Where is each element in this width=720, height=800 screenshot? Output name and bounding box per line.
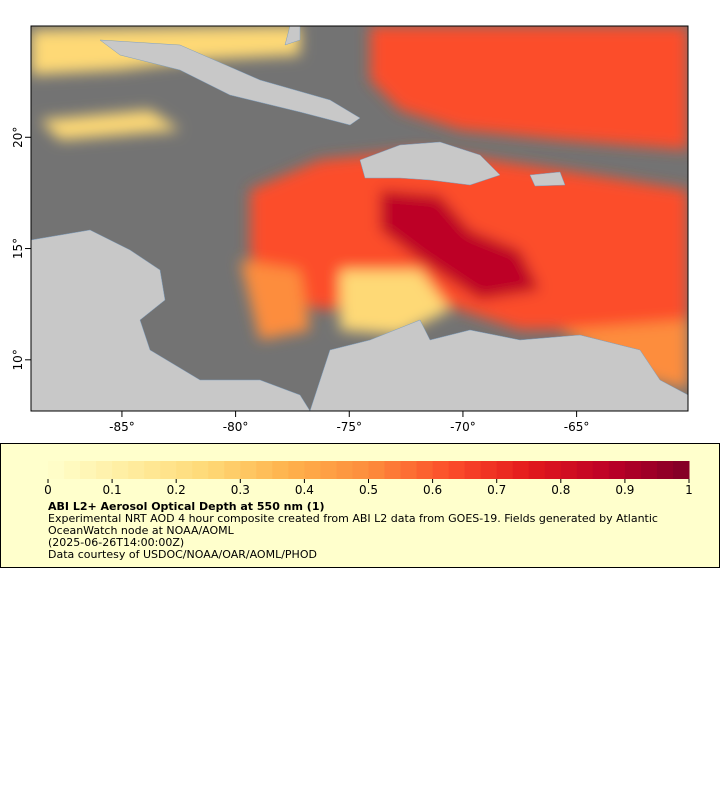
colorbar-tick-label: 0.3 — [231, 483, 250, 497]
colorbar: 0 0.1 0.2 0.3 0.4 0.5 0.6 0.7 0.8 0.9 1 — [44, 461, 693, 497]
colorbar-cell — [336, 461, 353, 479]
colorbar-cell — [384, 461, 402, 479]
legend-description: Experimental NRT AOD 4 hour composite cr… — [48, 512, 658, 537]
colorbar-cell — [672, 461, 690, 479]
map: -85° -80° -75° -70° -65° 10° 15° 20° — [11, 25, 689, 434]
colorbar-cell — [368, 461, 386, 479]
colorbar-cell — [112, 461, 129, 479]
legend-title: ABI L2+ Aerosol Optical Depth at 550 nm … — [48, 500, 325, 513]
colorbar-cell — [416, 461, 434, 479]
colorbar-tick-label: 0.1 — [103, 483, 122, 497]
colorbar-tick-label: 0.6 — [423, 483, 442, 497]
colorbar-tick-label: 0.9 — [615, 483, 634, 497]
x-tick-label: -85° — [109, 420, 135, 434]
colorbar-cell — [272, 461, 289, 479]
y-tick-label: 10° — [11, 349, 25, 370]
colorbar-cell — [256, 461, 273, 479]
colorbar-cell — [432, 461, 450, 479]
colorbar-cell — [592, 461, 610, 479]
colorbar-cell — [224, 461, 241, 479]
colorbar-cell — [192, 461, 209, 479]
colorbar-cell — [576, 461, 594, 479]
colorbar-cell — [240, 461, 257, 479]
colorbar-cell — [496, 461, 514, 479]
colorbar-cell — [512, 461, 530, 479]
x-tick-label: -70° — [450, 420, 476, 434]
map-frame — [30, 25, 689, 412]
y-tick-label: 20° — [11, 127, 25, 148]
colorbar-cell — [96, 461, 113, 479]
x-tick-label: -65° — [564, 420, 590, 434]
colorbar-tick-label: 0.4 — [295, 483, 314, 497]
colorbar-cell — [448, 461, 466, 479]
colorbar-tick-label: 0.8 — [551, 483, 570, 497]
map-image — [31, 26, 688, 411]
colorbar-tick-label: 1 — [685, 483, 693, 497]
colorbar-cell — [656, 461, 674, 479]
colorbar-cell — [640, 461, 658, 479]
legend: 0 0.1 0.2 0.3 0.4 0.5 0.6 0.7 0.8 0.9 1 ABI L2+ Ae… — [0, 443, 720, 568]
x-tick-label: -75° — [336, 420, 362, 434]
colorbar-cell — [304, 461, 321, 479]
colorbar-tick-label: 0.5 — [359, 483, 378, 497]
colorbar-cell — [144, 461, 161, 479]
legend-credit: Data courtesy of USDOC/NOAA/OAR/AOML/PHO… — [48, 548, 317, 561]
colorbar-cell — [320, 461, 337, 479]
colorbar-tick-label: 0.2 — [167, 483, 186, 497]
x-tick-label: -80° — [223, 420, 249, 434]
colorbar-cell — [624, 461, 642, 479]
colorbar-cell — [544, 461, 562, 479]
legend-time: (2025-06-26T14:00:00Z) — [48, 536, 185, 549]
colorbar-cell — [80, 461, 97, 479]
colorbar-cell — [64, 461, 81, 479]
colorbar-cell — [160, 461, 177, 479]
colorbar-cell — [176, 461, 193, 479]
colorbar-tick-label: 0.7 — [487, 483, 506, 497]
colorbar-cell — [48, 461, 65, 479]
colorbar-tick-label: 0 — [44, 483, 52, 497]
colorbar-cell — [560, 461, 578, 479]
colorbar-cell — [480, 461, 498, 479]
colorbar-cell — [208, 461, 225, 479]
colorbar-cell — [608, 461, 626, 479]
colorbar-cell — [464, 461, 482, 479]
colorbar-cell — [528, 461, 546, 479]
colorbar-cell — [288, 461, 305, 479]
colorbar-cell — [400, 461, 418, 479]
legend-text: ABI L2+ Aerosol Optical Depth at 550 nm … — [48, 501, 688, 561]
colorbar-cell — [352, 461, 369, 479]
colorbar-cell — [128, 461, 145, 479]
y-tick-label: 15° — [11, 238, 25, 259]
